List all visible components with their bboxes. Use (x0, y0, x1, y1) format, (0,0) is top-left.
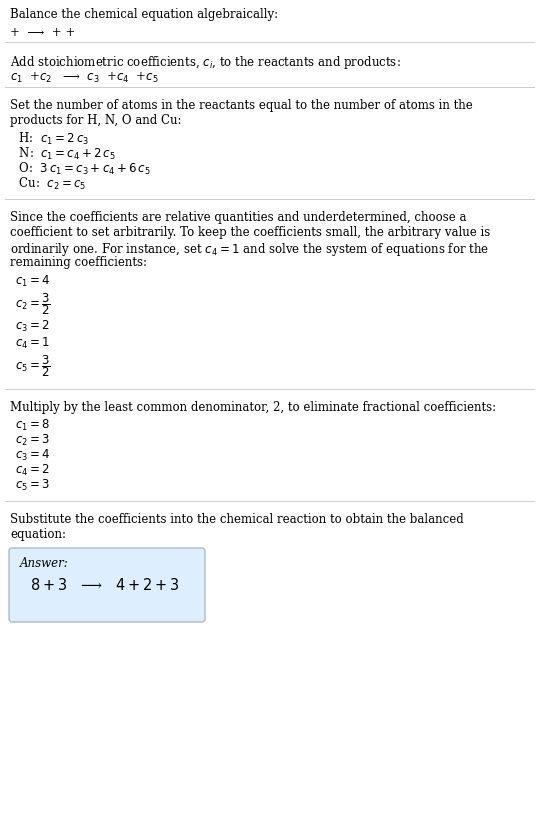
Text: N:  $c_1 = c_4 + 2\,c_5$: N: $c_1 = c_4 + 2\,c_5$ (15, 146, 116, 162)
Text: $c_3 = 4$: $c_3 = 4$ (15, 448, 50, 463)
Text: Add stoichiometric coefficients, $c_i$, to the reactants and products:: Add stoichiometric coefficients, $c_i$, … (10, 54, 401, 71)
Text: Since the coefficients are relative quantities and underdetermined, choose a: Since the coefficients are relative quan… (10, 211, 466, 224)
Text: $c_1$  +$c_2$   ⟶  $c_3$  +$c_4$  +$c_5$: $c_1$ +$c_2$ ⟶ $c_3$ +$c_4$ +$c_5$ (10, 71, 158, 85)
Text: Balance the chemical equation algebraically:: Balance the chemical equation algebraica… (10, 8, 278, 21)
Text: Cu:  $c_2 = c_5$: Cu: $c_2 = c_5$ (15, 176, 86, 192)
Text: H:  $c_1 = 2\,c_3$: H: $c_1 = 2\,c_3$ (15, 131, 89, 147)
Text: O:  $3\,c_1 = c_3 + c_4 + 6\,c_5$: O: $3\,c_1 = c_3 + c_4 + 6\,c_5$ (15, 161, 151, 178)
Text: Multiply by the least common denominator, 2, to eliminate fractional coefficient: Multiply by the least common denominator… (10, 401, 496, 414)
Text: $c_4 = 1$: $c_4 = 1$ (15, 336, 50, 351)
Text: $c_1 = 8$: $c_1 = 8$ (15, 418, 50, 433)
Text: products for H, N, O and Cu:: products for H, N, O and Cu: (10, 114, 182, 127)
Text: $c_5 = \dfrac{3}{2}$: $c_5 = \dfrac{3}{2}$ (15, 353, 51, 379)
Text: ordinarily one. For instance, set $c_4 = 1$ and solve the system of equations fo: ordinarily one. For instance, set $c_4 =… (10, 241, 489, 258)
FancyBboxPatch shape (9, 548, 205, 622)
Text: remaining coefficients:: remaining coefficients: (10, 256, 147, 269)
Text: coefficient to set arbitrarily. To keep the coefficients small, the arbitrary va: coefficient to set arbitrarily. To keep … (10, 226, 490, 239)
Text: Substitute the coefficients into the chemical reaction to obtain the balanced: Substitute the coefficients into the che… (10, 513, 464, 526)
Text: $c_4 = 2$: $c_4 = 2$ (15, 463, 50, 478)
Text: +  ⟶  + +: + ⟶ + + (10, 26, 75, 39)
Text: $c_1 = 4$: $c_1 = 4$ (15, 274, 50, 289)
Text: $c_2 = 3$: $c_2 = 3$ (15, 433, 50, 448)
Text: $8 + 3$   ⟶   $4 + 2 + 3$: $8 + 3$ ⟶ $4 + 2 + 3$ (30, 577, 180, 593)
Text: $c_3 = 2$: $c_3 = 2$ (15, 319, 50, 334)
Text: equation:: equation: (10, 528, 66, 541)
Text: $c_2 = \dfrac{3}{2}$: $c_2 = \dfrac{3}{2}$ (15, 291, 51, 317)
Text: Answer:: Answer: (20, 557, 69, 570)
Text: $c_5 = 3$: $c_5 = 3$ (15, 478, 50, 493)
Text: Set the number of atoms in the reactants equal to the number of atoms in the: Set the number of atoms in the reactants… (10, 99, 473, 112)
